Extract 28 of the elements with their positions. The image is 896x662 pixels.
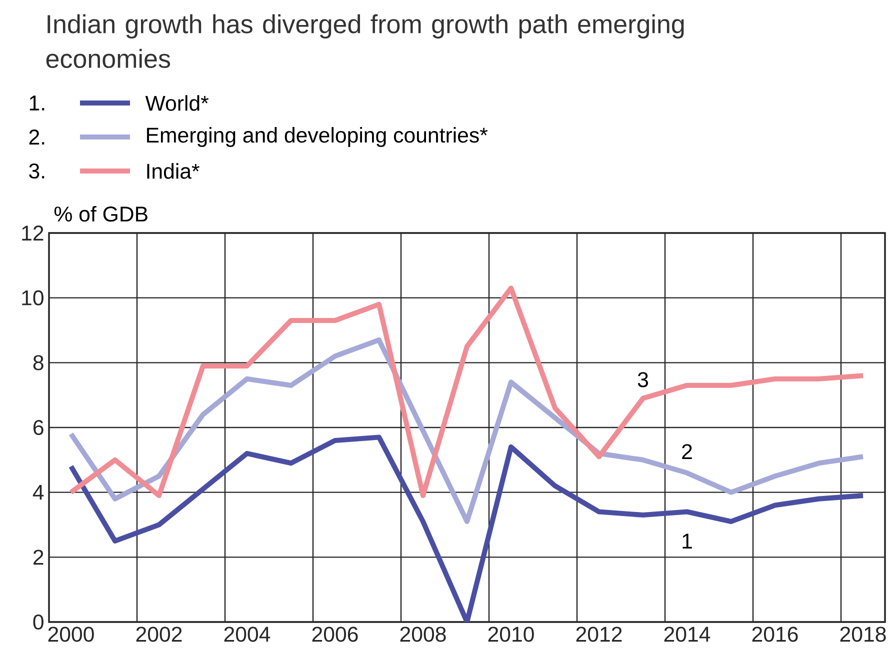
x-tick-label: 2010 [488,626,534,642]
text: 1. [30,96,44,110]
x-tick-label: 2002 [136,626,182,642]
x-tick-label: 2006 [312,626,358,642]
y-tick-label: 8 [33,355,44,370]
y-tick-label: 10 [22,290,44,306]
legend-label: Emerging and developing countries* [147,127,488,147]
text: 3. [29,163,44,179]
y-tick-label: 4 [32,484,44,500]
legend-label: India* [147,163,200,179]
y-tick-label: 2 [33,550,44,565]
x-tick-label: 2012 [576,626,622,642]
x-tick-label: 2008 [400,626,446,642]
legend-label: World* [145,95,209,111]
y-tick-label: 12 [22,226,44,240]
annotation: 2 [682,444,692,459]
annotation: 3 [638,372,648,388]
x-tick-label: 2016 [752,626,798,642]
y-tick-label: 0 [33,614,44,630]
x-tick-label: 2014 [664,626,710,642]
x-tick-label: 2000 [48,626,94,642]
y-axis-title: % of GDB [54,206,148,222]
x-tick-label: 2018 [840,626,886,642]
annotation: 1 [682,534,692,548]
chart-title: Indian growth has diverged from growth path emerging economies [46,14,684,68]
x-tick-label: 2004 [224,626,270,642]
text: 2. [29,130,44,144]
y-tick-label: 6 [34,420,44,436]
